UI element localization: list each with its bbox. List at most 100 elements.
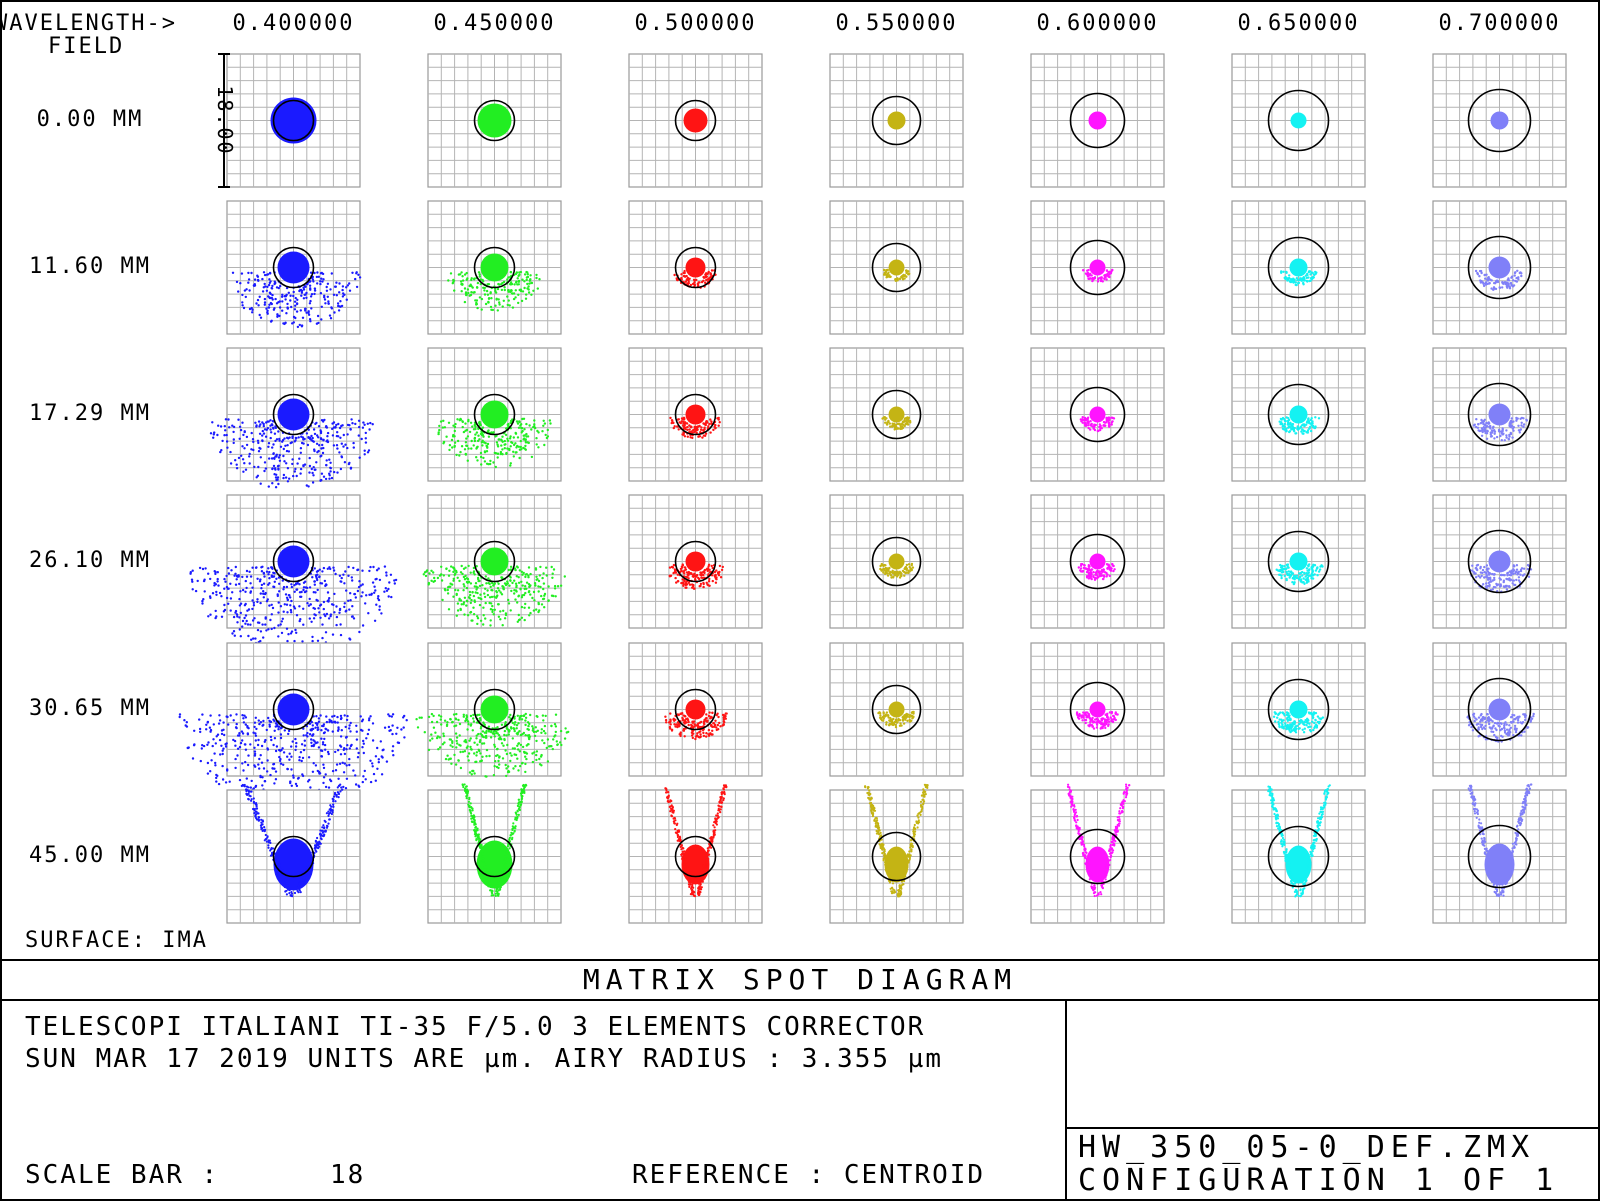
ray-point	[350, 418, 353, 421]
ray-point	[707, 584, 710, 587]
ray-point	[1483, 429, 1486, 433]
ray-point	[237, 418, 240, 421]
ray-point	[378, 605, 381, 608]
ray-point	[430, 579, 433, 582]
ray-point	[478, 579, 481, 583]
ray-point	[274, 476, 278, 479]
ray-point	[365, 737, 368, 740]
ray-point	[481, 742, 484, 745]
ray-point	[439, 420, 443, 423]
ray-point	[1306, 572, 1309, 575]
ray-point	[462, 713, 465, 716]
ray-point	[317, 425, 321, 428]
ray-point	[380, 612, 383, 615]
ray-point	[473, 600, 477, 604]
ray-point	[497, 759, 500, 763]
ray-point	[1518, 271, 1522, 275]
ray-point	[483, 592, 486, 595]
ray-point	[684, 427, 687, 431]
ray-point	[336, 749, 340, 752]
ray-point	[313, 271, 316, 275]
ray-point	[371, 739, 375, 742]
ray-point	[1295, 576, 1299, 580]
ray-point	[307, 485, 310, 488]
ray-point	[466, 459, 469, 462]
ray-point	[529, 274, 532, 277]
ray-point	[312, 617, 316, 620]
ray-point	[1515, 578, 1518, 582]
ray-point	[533, 734, 537, 738]
ray-point	[201, 713, 204, 716]
ray-point	[535, 273, 538, 277]
ray-point	[241, 714, 244, 717]
ray-point	[1105, 575, 1108, 578]
ray-point	[680, 420, 683, 423]
ray-point	[1108, 425, 1111, 428]
ray-point	[501, 576, 504, 579]
ray-point	[220, 449, 223, 452]
airy-disk-circle	[473, 99, 516, 142]
ray-point	[483, 293, 487, 296]
ray-point	[883, 563, 886, 567]
ray-point	[361, 591, 364, 594]
ray-point	[235, 574, 239, 578]
ray-point	[553, 587, 557, 590]
ray-point	[244, 602, 247, 606]
ray-point	[319, 272, 323, 275]
ray-point	[302, 607, 305, 610]
ray-point	[540, 594, 543, 598]
ray-point	[1492, 573, 1496, 576]
ray-point	[896, 427, 900, 430]
ray-point	[1306, 420, 1309, 423]
ray-point	[485, 748, 489, 752]
ray-point	[883, 273, 886, 276]
ray-point	[308, 280, 312, 283]
ray-point	[903, 424, 906, 428]
ray-point	[459, 766, 463, 770]
ray-point	[275, 453, 278, 456]
ray-point	[328, 458, 331, 461]
airy-disk-circle	[473, 393, 516, 436]
ray-point	[325, 285, 328, 289]
ray-point	[335, 623, 338, 627]
ray-point	[236, 754, 239, 757]
ray-point	[225, 596, 229, 600]
ray-point	[555, 740, 558, 743]
ray-point	[699, 431, 702, 434]
ray-point	[1301, 574, 1304, 577]
ray-point	[495, 441, 499, 444]
ray-point	[1284, 277, 1287, 281]
ray-point	[249, 743, 252, 746]
ray-point	[478, 717, 482, 720]
ray-point	[545, 566, 548, 569]
ray-point	[487, 581, 490, 585]
ray-point	[506, 278, 509, 281]
spot-cell-r4-c2	[628, 642, 763, 777]
ray-point	[339, 714, 343, 718]
ray-point	[332, 603, 335, 607]
ray-point	[319, 616, 322, 619]
ray-point	[710, 420, 713, 423]
ray-point	[683, 426, 686, 429]
ray-point	[263, 273, 267, 277]
ray-point	[294, 748, 297, 752]
ray-point	[886, 272, 889, 276]
ray-point	[315, 442, 319, 445]
ray-point	[267, 283, 271, 287]
ray-point	[1471, 569, 1474, 572]
ray-point	[903, 574, 906, 577]
ray-point	[337, 422, 340, 426]
ray-point	[306, 443, 310, 447]
airy-disk-circle	[272, 99, 315, 142]
ray-point	[514, 589, 518, 592]
ray-point	[257, 763, 260, 766]
ray-point	[286, 302, 289, 306]
ray-point	[526, 273, 529, 276]
ray-point	[529, 572, 532, 576]
ray-point	[702, 434, 706, 437]
ray-point	[1100, 427, 1104, 430]
ray-point	[257, 304, 260, 307]
ray-point	[452, 595, 455, 598]
ray-point	[528, 585, 531, 588]
ray-point	[208, 726, 212, 729]
